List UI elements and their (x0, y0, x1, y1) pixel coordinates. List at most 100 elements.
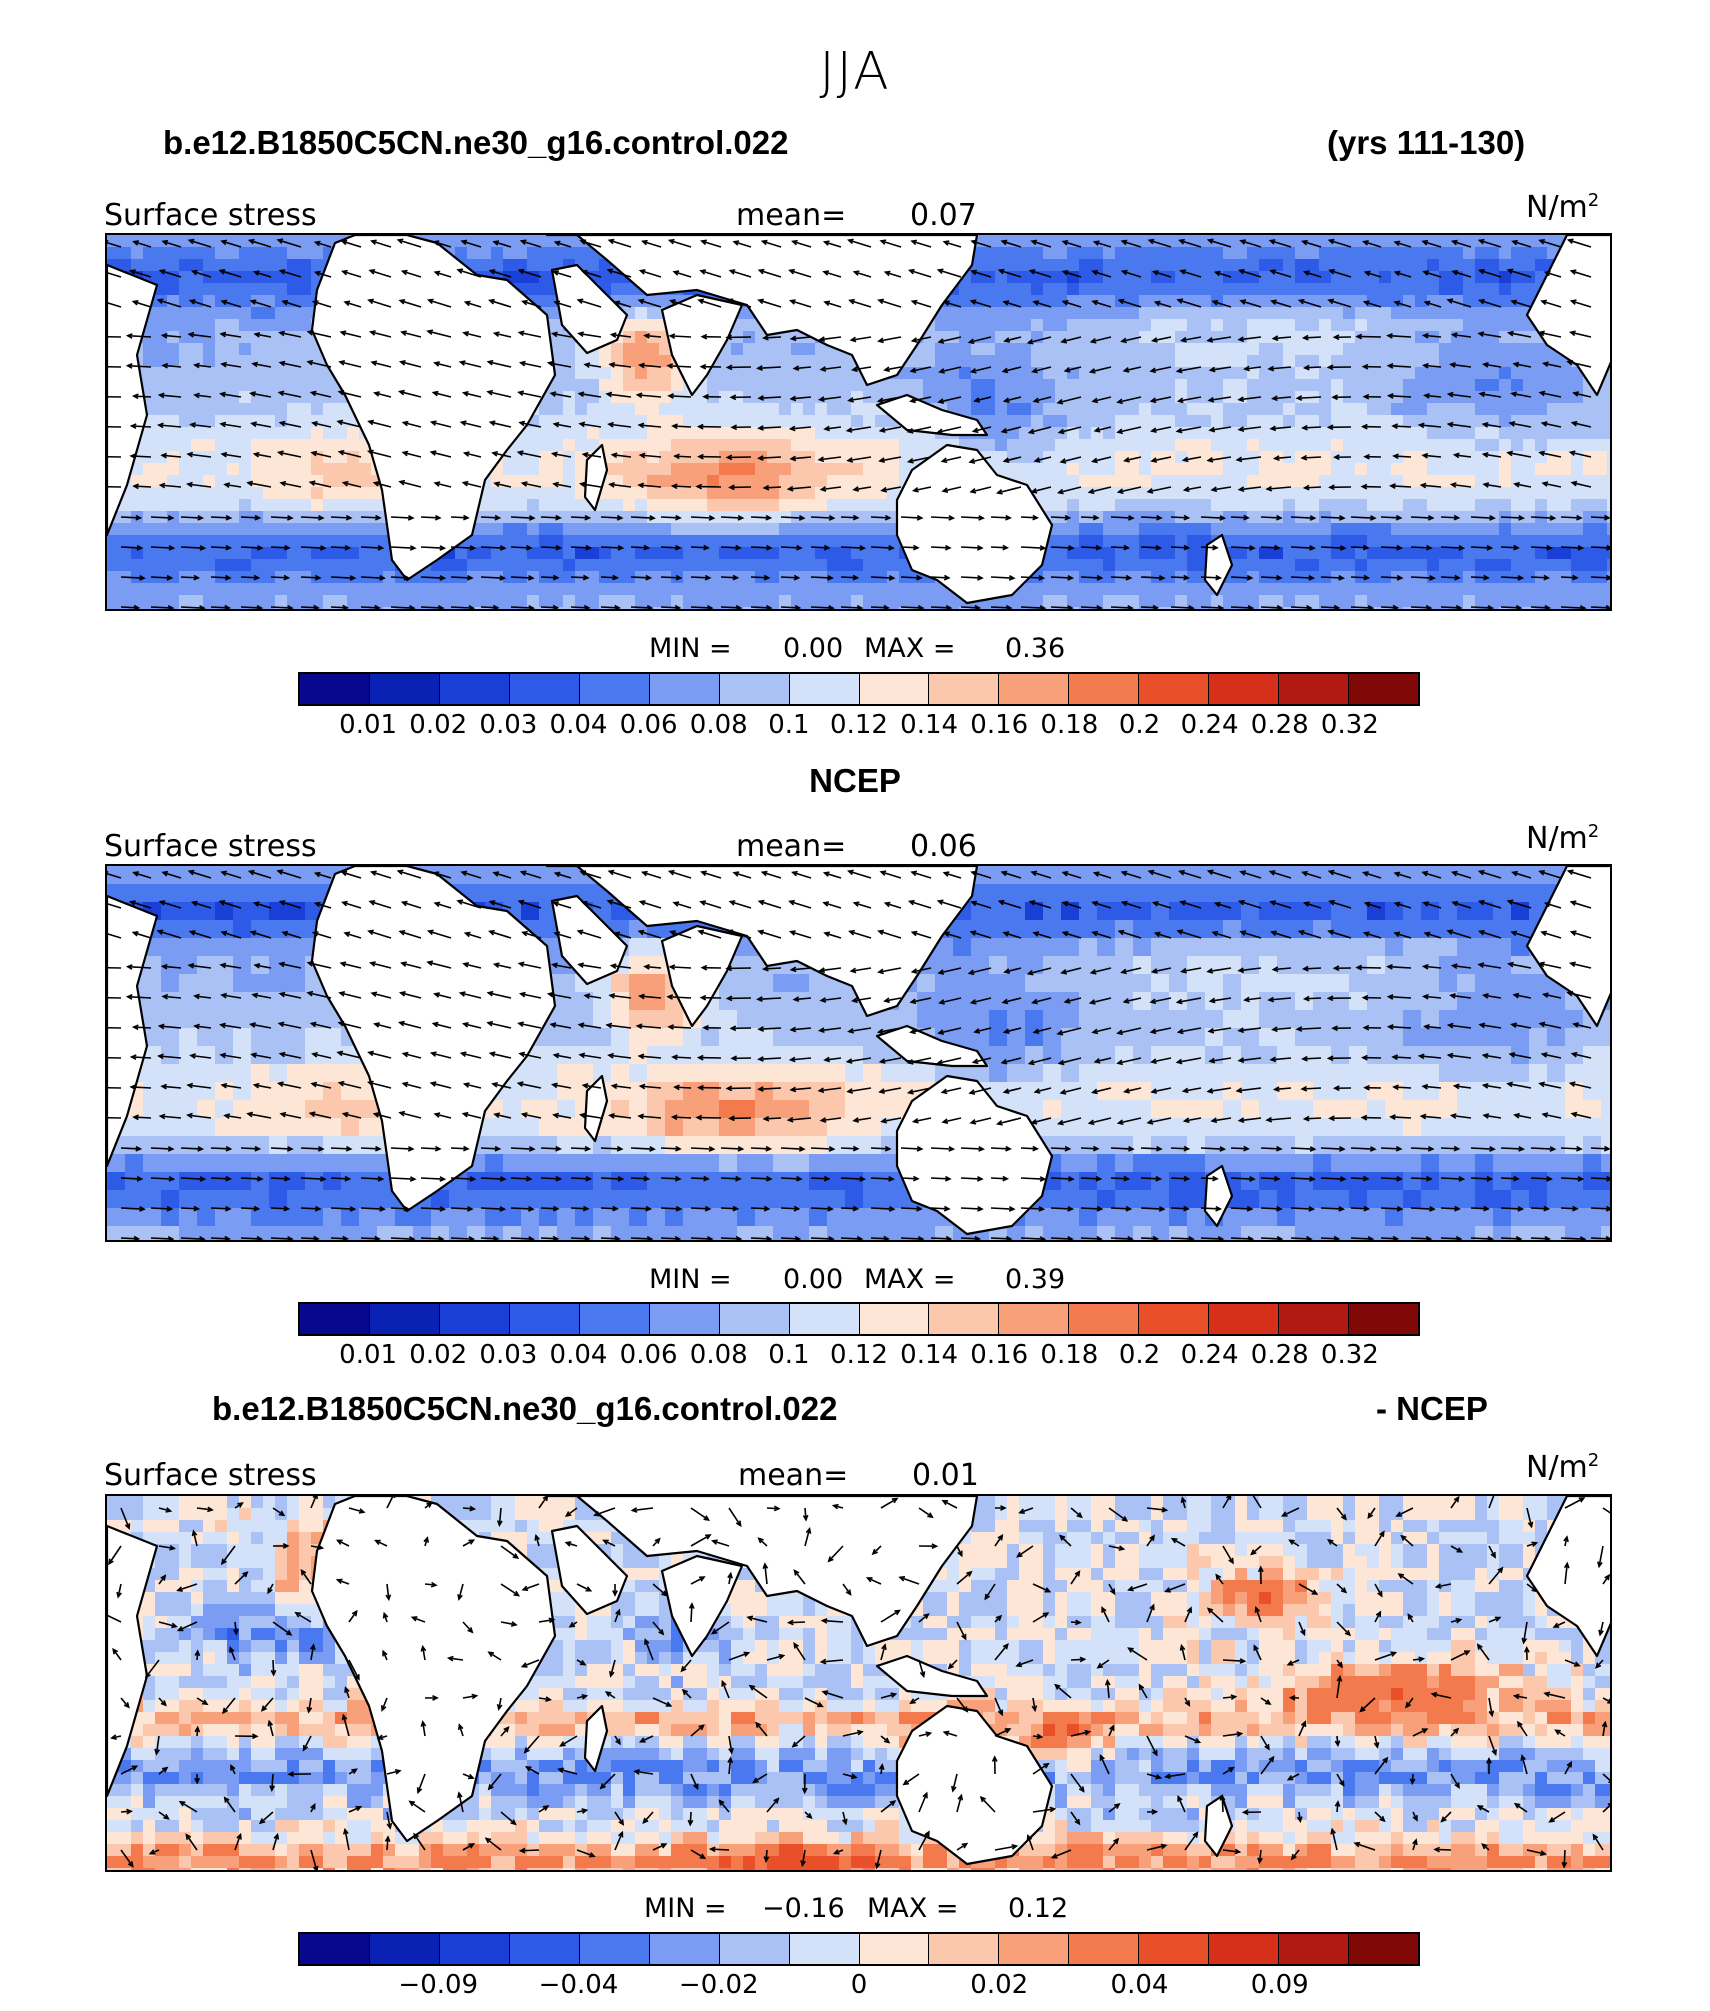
panel1-title-left: b.e12.B1850C5CN.ne30_g16.control.022 (163, 124, 789, 161)
land-australia (895, 443, 1054, 605)
colorbar-tick-label: 0.01 (339, 1340, 398, 1370)
panel1-map (105, 233, 1612, 611)
land-india (660, 293, 744, 397)
panel2-variable-label: Surface stress (104, 829, 317, 864)
colorbar-swatch (1139, 1934, 1210, 1964)
panel1-title-right: (yrs 111-130) (1327, 124, 1526, 161)
panel1-min-value: 0.00 (783, 633, 844, 664)
colorbar-tick-label: 0.12 (830, 710, 888, 740)
colorbar-tick-label: 0.16 (970, 710, 1029, 740)
colorbar-swatch (649, 674, 720, 704)
panel3-map (105, 1494, 1612, 1872)
colorbar-swatch (369, 1934, 440, 1964)
colorbar-tick-label: 0.06 (619, 710, 678, 740)
colorbar-tick-label: −0.09 (398, 1970, 479, 2000)
land-masses (107, 866, 1610, 1236)
colorbar-swatch (1209, 1304, 1280, 1334)
land-newzealand (1203, 1164, 1234, 1228)
colorbar-tick-label: 0.1 (768, 710, 810, 740)
land-africa (310, 866, 557, 1213)
land-namerica (1525, 1496, 1610, 1658)
colorbar-swatch (439, 674, 510, 704)
panel3-colorbar (298, 1932, 1420, 1966)
colorbar-tick-label: 0.04 (549, 1340, 608, 1370)
colorbar-swatch (719, 1304, 790, 1334)
colorbar-swatch (789, 1934, 860, 1964)
colorbar-swatch (999, 1934, 1070, 1964)
panel2-max-value: 0.39 (1005, 1264, 1066, 1295)
colorbar-swatch (1209, 674, 1280, 704)
colorbar-tick-label: 0.08 (689, 1340, 748, 1370)
panel1-mean-value: 0.07 (910, 198, 977, 233)
colorbar-tick-label: 0 (850, 1970, 868, 2000)
colorbar-swatch (1069, 674, 1140, 704)
panel3-max-label: MAX = (867, 1893, 959, 1924)
panel1-min-label: MIN = (649, 633, 732, 664)
colorbar-tick-label: 0.04 (1110, 1970, 1169, 2000)
land-asia (545, 1496, 979, 1648)
colorbar-swatch (439, 1304, 510, 1334)
colorbar-swatch (579, 674, 650, 704)
panel3-max-value: 0.12 (1008, 1893, 1069, 1924)
panel2-max-label: MAX = (864, 1264, 956, 1295)
colorbar-swatch (1349, 1934, 1418, 1964)
panel3-variable-label: Surface stress (104, 1458, 317, 1493)
panel3-title-left: b.e12.B1850C5CN.ne30_g16.control.022 (212, 1390, 838, 1427)
panel1-max-value: 0.36 (1005, 633, 1066, 664)
colorbar-tick-label: 0.08 (689, 710, 748, 740)
colorbar-swatch (579, 1934, 650, 1964)
panel3-map-svg (107, 1496, 1610, 1870)
colorbar-swatch (719, 674, 790, 704)
colorbar-tick-label: 0.32 (1320, 710, 1379, 740)
panel2-mean-value: 0.06 (910, 829, 977, 864)
colorbar-tick-label: −0.04 (538, 1970, 619, 2000)
stress-vectors (107, 1496, 1610, 1870)
panel2-min-label: MIN = (649, 1264, 732, 1295)
land-samerica (107, 894, 159, 1168)
land-newzealand (1203, 1794, 1234, 1858)
panel2-title: NCEP (809, 762, 901, 799)
colorbar-swatch (649, 1934, 720, 1964)
colorbar-swatch (1069, 1304, 1140, 1334)
panel2-min-value: 0.00 (783, 1264, 844, 1295)
colorbar-swatch (509, 674, 580, 704)
colorbar-swatch (1349, 674, 1418, 704)
colorbar-tick-label: 0.2 (1118, 710, 1161, 740)
colorbar-tick-label: 0.02 (409, 1340, 468, 1370)
colorbar-tick-label: 0.28 (1250, 1340, 1309, 1370)
panel1-colorbar (298, 672, 1420, 706)
colorbar-swatch (789, 1304, 860, 1334)
colorbar-tick-label: 0.02 (409, 710, 468, 740)
colorbar-tick-label: 0.14 (900, 710, 959, 740)
land-madagascar (583, 1704, 609, 1773)
colorbar-tick-label: 0.06 (619, 1340, 678, 1370)
panel1-max-label: MAX = (864, 633, 956, 664)
colorbar-swatch (1349, 1304, 1418, 1334)
colorbar-tick-label: 0.14 (900, 1340, 959, 1370)
land-madagascar (583, 1074, 609, 1143)
colorbar-tick-label: 0.28 (1250, 710, 1309, 740)
panel2-map (105, 864, 1612, 1242)
land-asia (545, 866, 979, 1018)
colorbar-swatch (1279, 1934, 1350, 1964)
land-africa (310, 235, 557, 582)
colorbar-swatch (1069, 1934, 1140, 1964)
colorbar-swatch (649, 1304, 720, 1334)
land-africa (310, 1496, 557, 1843)
panel3-min-value: −0.16 (762, 1893, 845, 1924)
colorbar-swatch (1139, 1304, 1210, 1334)
colorbar-swatch (719, 1934, 790, 1964)
land-arabia (550, 1524, 629, 1616)
colorbar-swatch (929, 1934, 1000, 1964)
colorbar-swatch (999, 674, 1070, 704)
land-australia (895, 1704, 1054, 1866)
land-india (660, 924, 744, 1028)
colorbar-tick-label: 0.32 (1320, 1340, 1379, 1370)
colorbar-swatch (1139, 674, 1210, 704)
colorbar-swatch (579, 1304, 650, 1334)
colorbar-swatch (1279, 674, 1350, 704)
land-asia (545, 235, 979, 387)
colorbar-swatch (859, 1934, 930, 1964)
colorbar-tick-label: 0.1 (768, 1340, 810, 1370)
panel2-units: N/m2 (1526, 821, 1600, 856)
